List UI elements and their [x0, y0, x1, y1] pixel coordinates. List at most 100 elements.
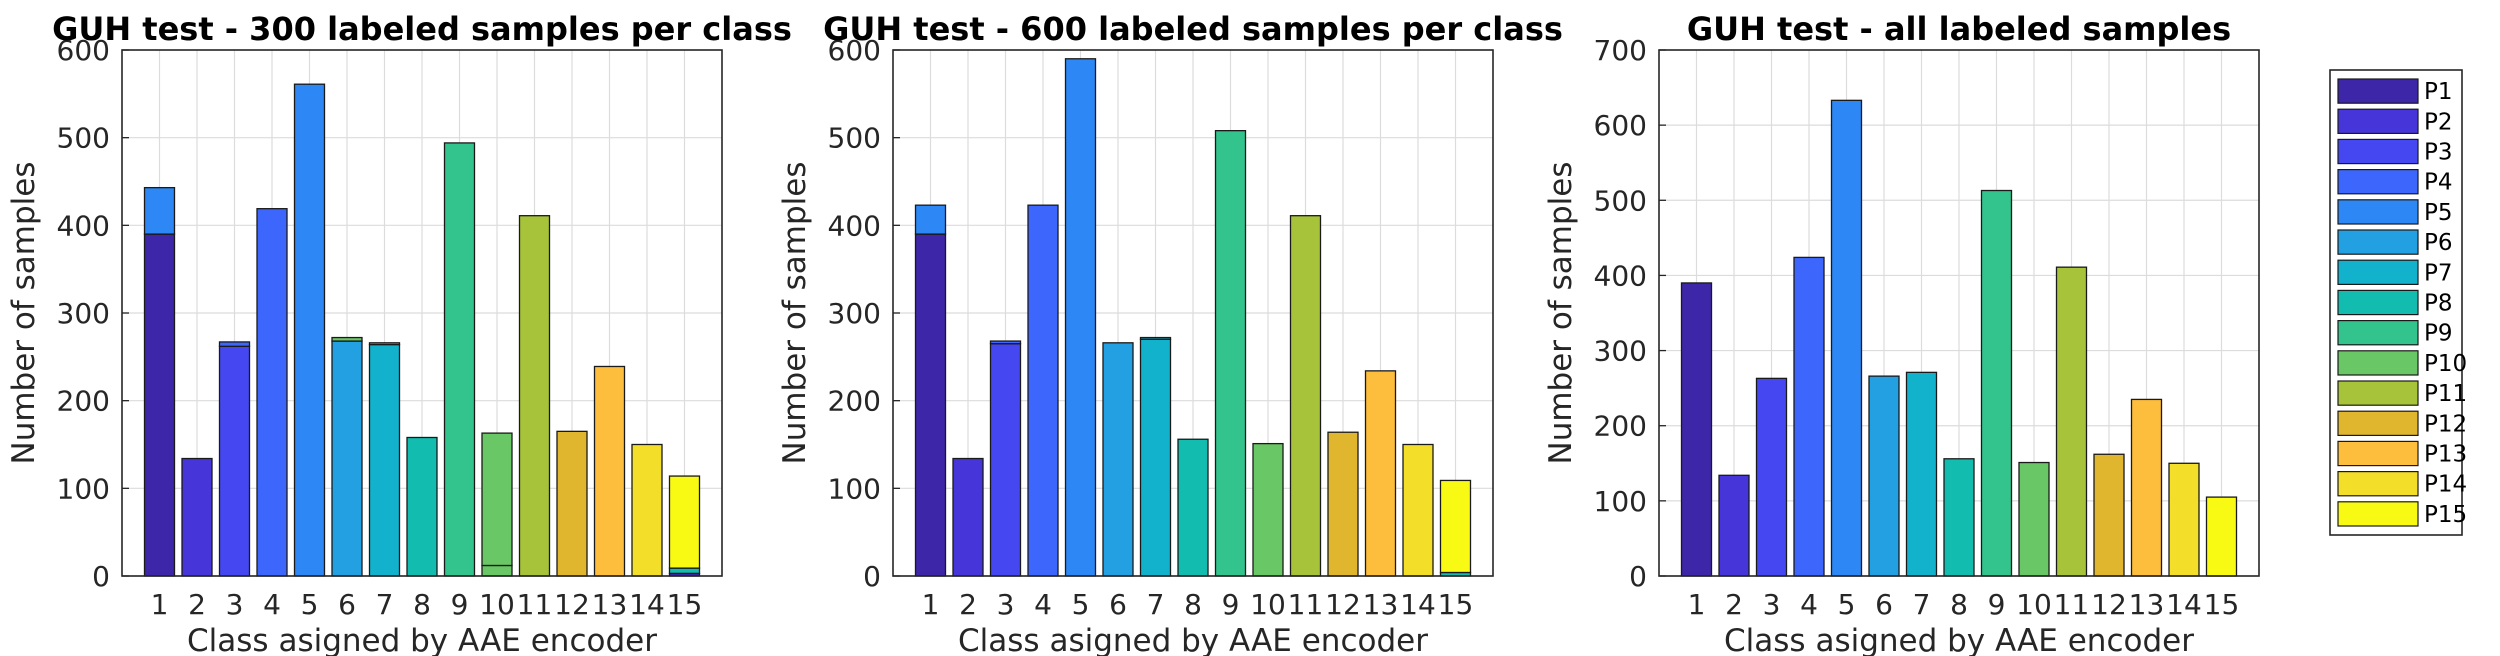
x-tick-label: 2	[959, 588, 977, 621]
chart-title: GUH test - 600 labeled samples per class	[823, 10, 1563, 48]
axes-frame	[1658, 49, 2260, 577]
legend-label: P2	[2424, 109, 2453, 135]
x-tick-label: 6	[1109, 588, 1127, 621]
legend-swatch	[2337, 410, 2419, 437]
x-tick-label: 2	[188, 588, 206, 621]
bar-segment-class-6-p6	[1868, 375, 1900, 577]
bar-segment-class-12-p12	[556, 430, 588, 577]
legend-label: P15	[2424, 502, 2467, 528]
y-tick-label: 300	[57, 297, 110, 330]
y-tick-label: 400	[828, 209, 881, 242]
y-tick-label: 0	[1629, 560, 1647, 593]
legend-label: P9	[2424, 321, 2453, 347]
bar-segment-class-14-p14	[631, 443, 663, 577]
bar-segment-class-7-p7	[368, 343, 401, 577]
bar-segment-class-3-p3	[1755, 377, 1788, 577]
x-tick-label: 14	[1400, 588, 1436, 621]
x-tick-label: 1	[1688, 588, 1706, 621]
y-tick-label: 200	[57, 385, 110, 418]
bar-segment-class-15-p15	[668, 475, 701, 569]
x-tick-label: 7	[1913, 588, 1931, 621]
y-tick-label: 100	[57, 472, 110, 505]
y-tick-label: 600	[57, 34, 110, 67]
bar-segment-class-11-p11	[1289, 215, 1322, 577]
y-axis-label: Number of samples	[6, 162, 42, 465]
x-axis-label: Class asigned by AAE encoder	[1724, 623, 2194, 656]
x-tick-label: 1	[922, 588, 940, 621]
x-tick-label: 11	[2054, 588, 2090, 621]
y-tick-label: 600	[1594, 109, 1647, 142]
legend-label: P14	[2424, 472, 2467, 498]
bar-segment-class-2-p2	[1718, 474, 1750, 577]
legend-item: P13	[2337, 440, 2467, 468]
bar-segment-class-3-p4	[989, 340, 1022, 345]
y-tick-label: 400	[57, 209, 110, 242]
x-tick-label: 1	[151, 588, 169, 621]
bar-segment-class-12-p12	[1327, 431, 1359, 577]
x-tick-label: 8	[413, 588, 431, 621]
y-axis-label: Number of samples	[777, 162, 813, 465]
x-tick-label: 13	[592, 588, 628, 621]
legend-swatch	[2337, 199, 2419, 225]
x-tick-label: 9	[1222, 588, 1240, 621]
bar-segment-class-15-p15	[2205, 496, 2238, 577]
legend-item: P11	[2337, 380, 2467, 407]
chart-title: GUH test - all labeled samples	[1687, 10, 2231, 48]
legend-item: P6	[2337, 229, 2453, 256]
x-axis-label: Class asigned by AAE encoder	[187, 623, 657, 656]
bar-segment-class-1-p1	[914, 233, 947, 577]
y-tick-label: 300	[1594, 335, 1647, 368]
bar-segment-class-12-p12	[2093, 453, 2125, 577]
bar-segment-class-9-p9	[443, 142, 476, 577]
bar-segment-class-10-p10	[481, 564, 513, 577]
bar-segment-class-3-p3	[989, 343, 1022, 577]
x-tick-label: 13	[1363, 588, 1399, 621]
legend-swatch	[2337, 138, 2419, 165]
legend-swatch	[2337, 350, 2419, 376]
bar-segment-class-2-p2	[952, 457, 984, 577]
legend-label: P7	[2424, 260, 2453, 286]
y-tick-label: 700	[1594, 34, 1647, 67]
bar-segment-class-10-p10	[1252, 442, 1284, 577]
legend-item: P15	[2337, 501, 2467, 528]
y-tick-label: 0	[92, 560, 110, 593]
legend-label: P3	[2424, 140, 2453, 166]
bar-segment-class-13-p13	[1364, 370, 1397, 577]
legend-swatch	[2337, 169, 2419, 195]
x-tick-label: 4	[263, 588, 281, 621]
x-tick-label: 10	[2016, 588, 2052, 621]
legend-item: P4	[2337, 169, 2453, 196]
bar-segment-class-4-p4	[1793, 256, 1825, 577]
bar-segment-class-13-p13	[593, 365, 626, 577]
bar-segment-class-5-p5	[1064, 58, 1097, 577]
bar-segment-class-15-p15	[1439, 479, 1472, 574]
legend-label: P6	[2424, 230, 2453, 256]
bar-segment-class-6-p6	[1102, 342, 1134, 577]
y-tick-label: 500	[828, 122, 881, 155]
legend-swatch	[2337, 471, 2419, 497]
legend-item: P8	[2337, 289, 2453, 317]
bar-segment-class-9-p9	[1214, 130, 1247, 577]
y-tick-label: 100	[1594, 485, 1647, 518]
x-tick-label: 14	[2166, 588, 2202, 621]
x-tick-label: 9	[451, 588, 469, 621]
legend-label: P10	[2424, 351, 2467, 377]
legend-label: P1	[2424, 79, 2453, 105]
y-tick-label: 0	[863, 560, 881, 593]
legend-swatch	[2337, 259, 2419, 286]
legend: P1 P2 P3 P4 P5 P6 P7 P8 P9 P10 P11 P12 P13 P14 P15	[2329, 69, 2467, 536]
x-tick-label: 5	[1072, 588, 1090, 621]
bar-segment-class-6-p6	[331, 340, 363, 577]
legend-label: P12	[2424, 411, 2467, 437]
x-tick-label: 9	[1988, 588, 2006, 621]
x-tick-label: 12	[2091, 588, 2127, 621]
bar-segment-class-5-p5	[293, 83, 326, 577]
bar-segment-class-1-p1	[143, 233, 176, 577]
legend-swatch	[2337, 440, 2419, 467]
legend-swatch	[2337, 380, 2419, 406]
x-tick-label: 11	[1288, 588, 1324, 621]
legend-swatch	[2337, 229, 2419, 255]
